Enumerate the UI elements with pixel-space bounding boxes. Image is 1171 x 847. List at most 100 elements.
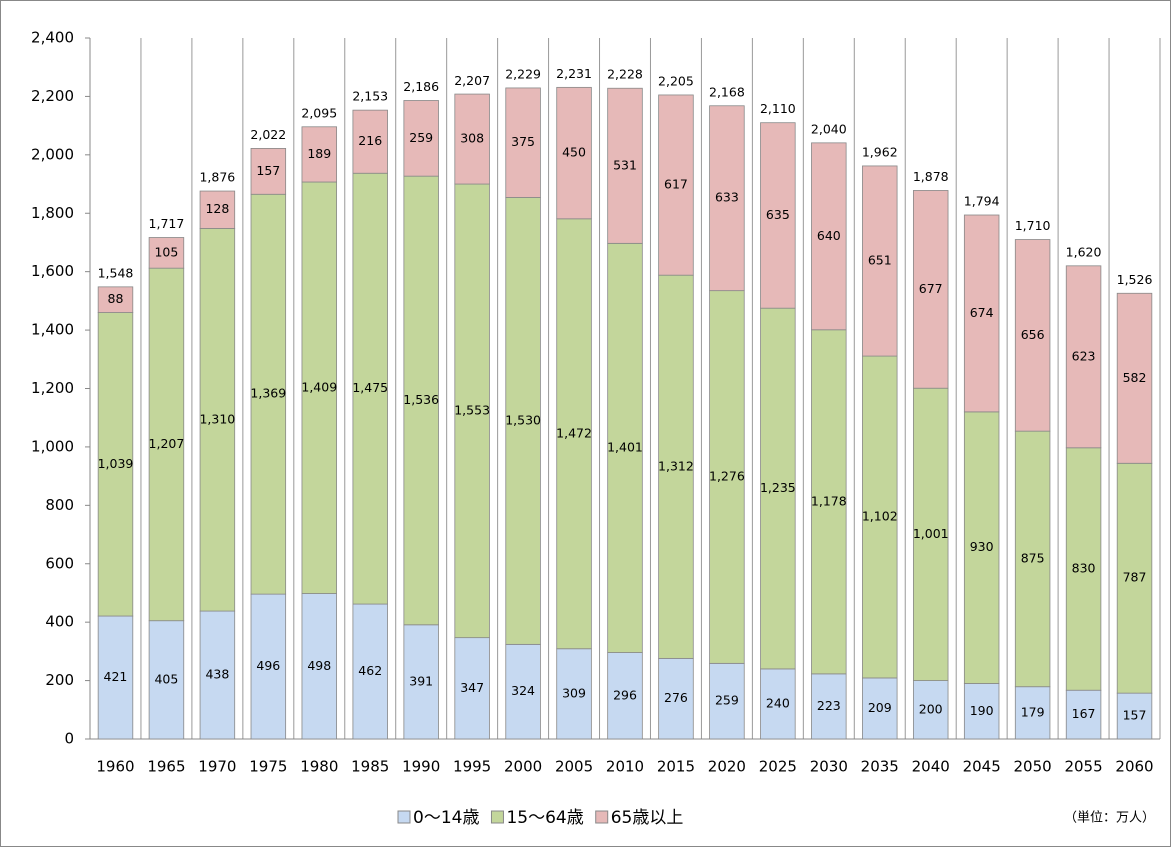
data-label: 375 (511, 134, 535, 149)
bar-segment (862, 355, 898, 679)
total-label: 1,710 (1015, 218, 1051, 233)
legend-swatch (595, 810, 609, 824)
total-label: 1,876 (199, 170, 235, 185)
data-label: 324 (511, 683, 535, 698)
legend-label: 15～64歳 (506, 808, 583, 828)
bar-segment (1116, 462, 1153, 694)
bar-segment (454, 183, 490, 639)
data-label: 347 (460, 680, 484, 695)
bar-segment (454, 93, 490, 185)
data-label: 200 (919, 701, 943, 716)
bar-segment (963, 411, 1000, 684)
y-tick-label: 2,200 (31, 87, 74, 105)
data-label: 1,553 (454, 402, 490, 417)
data-label: 640 (817, 228, 841, 243)
total-label: 1,717 (149, 216, 185, 231)
y-tick-label: 1,800 (31, 204, 74, 222)
bar-segment (607, 242, 643, 653)
total-label: 2,207 (454, 73, 490, 88)
bar-segment (811, 142, 847, 331)
total-label: 2,040 (811, 122, 847, 137)
bar-segment (301, 181, 338, 594)
bar-segment (912, 387, 949, 681)
data-label: 105 (154, 244, 178, 259)
data-label: 1,178 (811, 493, 847, 508)
total-label: 2,153 (352, 89, 388, 104)
bar-segment (199, 228, 236, 612)
bar-segment (862, 165, 898, 357)
bar-segment (862, 677, 898, 740)
total-label: 2,186 (403, 79, 439, 94)
data-label: 1,401 (607, 439, 643, 454)
data-label: 498 (307, 658, 331, 673)
data-label: 240 (766, 695, 790, 710)
data-label: 677 (919, 281, 943, 296)
data-label: 656 (1021, 327, 1045, 342)
bar-segment (709, 662, 745, 740)
bar-segment (148, 620, 185, 740)
bar-segment (454, 637, 490, 740)
total-label: 2,110 (760, 101, 796, 116)
data-label: 1,536 (403, 392, 439, 407)
y-tick-label: 600 (45, 554, 74, 572)
total-label: 1,620 (1066, 244, 1102, 259)
x-tick-label: 2035 (861, 758, 899, 776)
legend-label: 65歳以上 (611, 808, 684, 828)
y-tick-label: 1,400 (31, 321, 74, 339)
data-label: 276 (664, 690, 688, 705)
total-label: 2,229 (505, 66, 541, 81)
bar-segment (403, 100, 439, 177)
data-label: 259 (715, 693, 739, 708)
y-tick-label: 400 (45, 613, 74, 631)
data-label: 1,102 (862, 509, 898, 524)
x-tick-label: 1995 (453, 758, 491, 776)
total-label: 2,022 (250, 127, 286, 142)
data-label: 674 (970, 305, 994, 320)
data-label: 167 (1072, 706, 1096, 721)
total-label: 2,205 (658, 73, 694, 88)
bar-segment (556, 648, 592, 740)
data-label: 830 (1072, 561, 1096, 576)
y-tick-label: 2,400 (31, 29, 74, 47)
bar-segment (811, 329, 847, 675)
x-tick-label: 2045 (963, 758, 1001, 776)
x-tick-label: 2000 (504, 758, 542, 776)
bar-segment (760, 307, 796, 670)
bar-segment (505, 197, 541, 645)
data-label: 1,409 (301, 379, 337, 394)
bar-segment (301, 593, 338, 740)
data-label: 296 (613, 687, 637, 702)
data-label: 635 (766, 207, 790, 222)
x-tick-label: 1985 (351, 758, 389, 776)
x-tick-label: 1980 (300, 758, 338, 776)
data-label: 157 (1123, 708, 1147, 723)
bar-segment (505, 87, 541, 198)
data-label: 651 (868, 253, 892, 268)
data-label: 1,472 (556, 425, 592, 440)
data-label: 450 (562, 145, 586, 160)
data-label: 496 (256, 658, 280, 673)
data-label: 157 (256, 163, 280, 178)
data-label: 531 (613, 157, 637, 172)
data-label: 1,276 (709, 469, 745, 484)
total-label: 1,962 (862, 144, 898, 159)
data-label: 259 (409, 130, 433, 145)
y-tick-label: 0 (64, 730, 74, 748)
data-label: 875 (1021, 550, 1045, 565)
bar-segment (658, 657, 694, 740)
data-label: 1,369 (250, 386, 286, 401)
bar-segment (658, 94, 694, 276)
total-label: 1,548 (98, 265, 134, 280)
x-tick-label: 2030 (810, 758, 848, 776)
total-label: 2,168 (709, 84, 745, 99)
bar-segment (199, 190, 236, 229)
data-label: 216 (358, 133, 382, 148)
y-tick-label: 200 (45, 671, 74, 689)
bar-segment (556, 86, 592, 220)
bar-segment (607, 652, 643, 740)
y-tick-label: 1,600 (31, 262, 74, 280)
bar-segment (250, 193, 287, 595)
bar-segment (1065, 265, 1102, 449)
bar-segment (963, 683, 1000, 740)
total-label: 2,228 (607, 67, 643, 82)
